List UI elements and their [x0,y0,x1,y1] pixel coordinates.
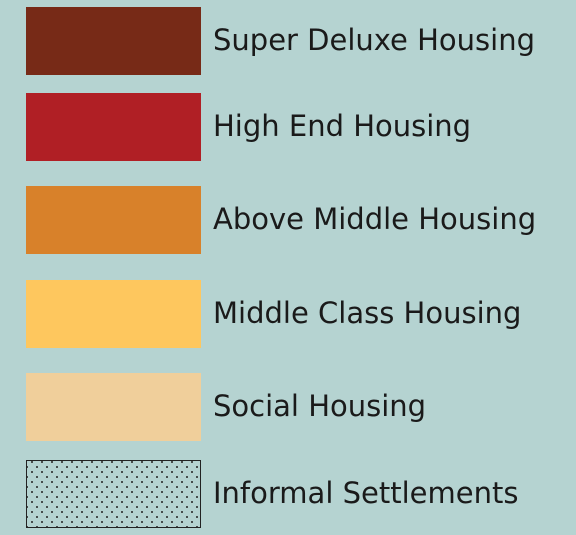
legend-label: Super Deluxe Housing [213,23,535,57]
legend-label: Above Middle Housing [213,202,536,236]
swatch [26,460,201,528]
swatch [26,373,201,441]
swatch [26,7,201,75]
legend-label: High End Housing [213,109,471,143]
swatch [26,280,201,348]
legend-label: Social Housing [213,389,426,423]
legend-label: Informal Settlements [213,476,518,510]
swatch [26,186,201,254]
swatch [26,93,201,161]
legend-label: Middle Class Housing [213,296,521,330]
